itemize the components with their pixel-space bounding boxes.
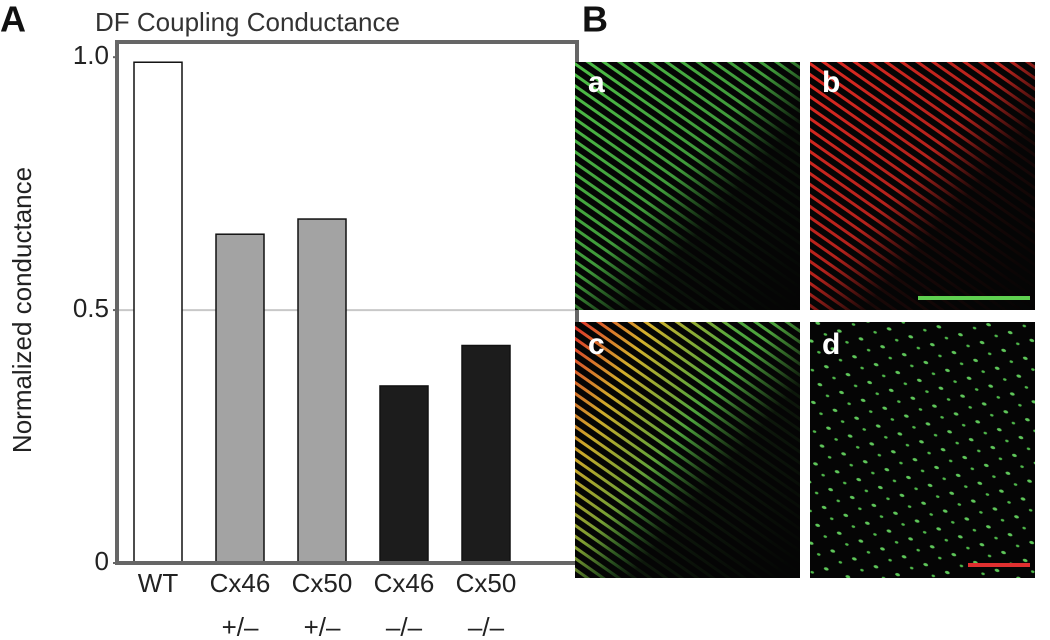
bar [379, 385, 429, 564]
panel-label: B [582, 0, 608, 40]
bar [461, 344, 511, 564]
micrograph-d [810, 322, 1035, 578]
bar [215, 233, 265, 564]
image-label: c [588, 328, 605, 361]
panel-label: A [0, 0, 26, 40]
micrograph-a [575, 62, 800, 310]
x-tick-label: Cx50 [292, 568, 353, 598]
x-tick-label: –/– [468, 612, 505, 640]
bar [133, 61, 183, 564]
y-tick-label: 0.5 [73, 293, 109, 323]
plot-area [117, 61, 577, 564]
x-tick-label: Cx50 [456, 568, 517, 598]
y-tick-label: 0 [95, 546, 109, 576]
micrograph-b [810, 62, 1035, 310]
image-label: b [822, 66, 840, 99]
x-tick-label: Cx46 [374, 568, 435, 598]
bar [297, 218, 347, 564]
image-label: a [588, 66, 605, 99]
y-axis-label: Normalized conductance [7, 167, 37, 453]
x-tick-label: Cx46 [210, 568, 271, 598]
x-tick-label: WT [138, 568, 179, 598]
x-tick-label: +/– [222, 612, 259, 640]
micrograph-c [575, 322, 800, 578]
chart-title: DF Coupling Conductance [95, 7, 400, 37]
image-label: d [822, 328, 840, 361]
y-tick-label: 1.0 [73, 40, 109, 70]
x-tick-label: –/– [386, 612, 423, 640]
x-tick-label: +/– [304, 612, 341, 640]
